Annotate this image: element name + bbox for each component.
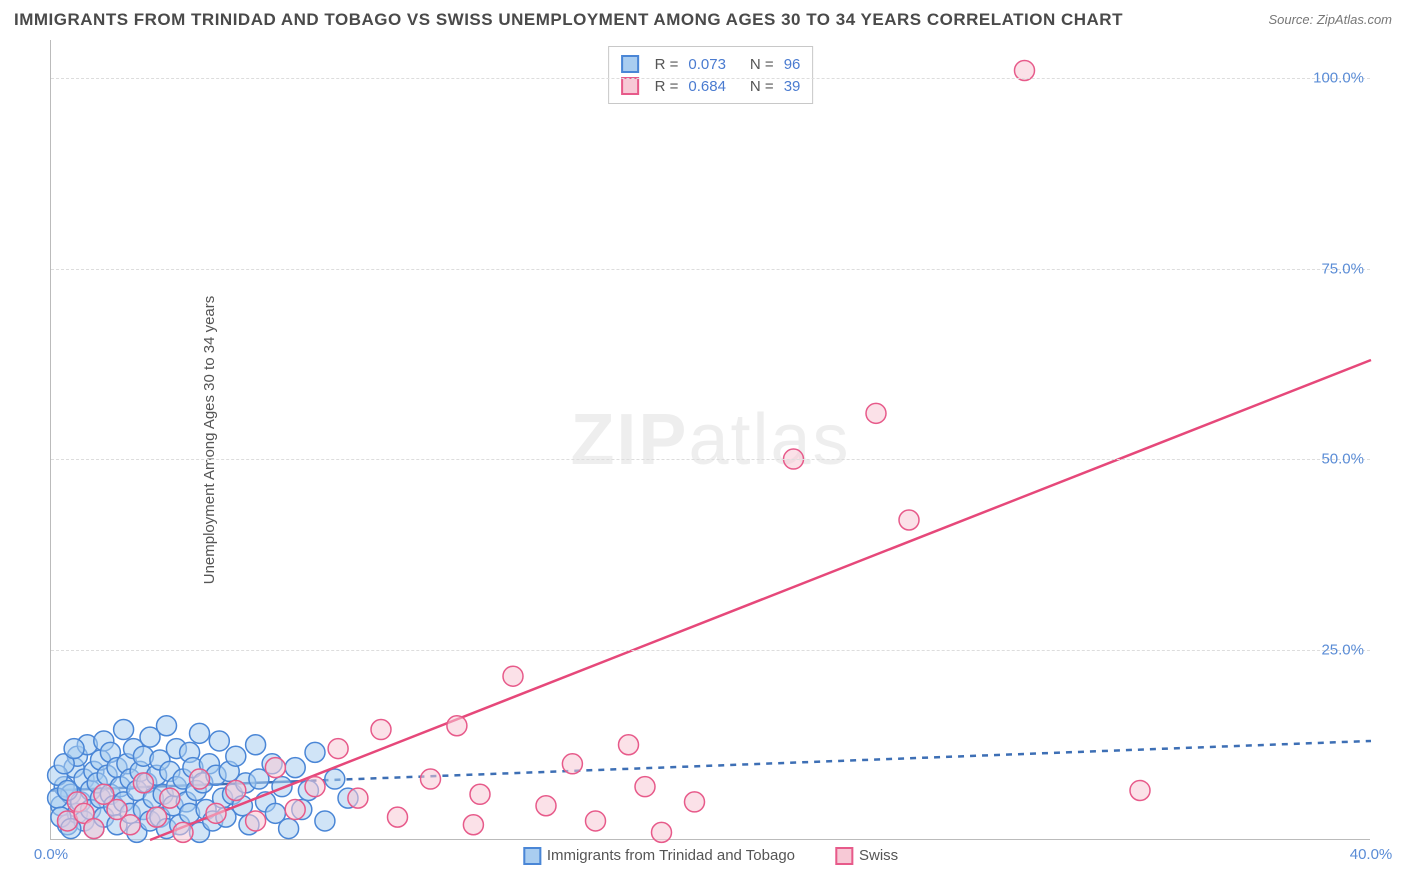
scatter-point — [315, 811, 335, 831]
scatter-point — [279, 819, 299, 839]
legend-item: Swiss — [835, 847, 898, 865]
gridline — [51, 78, 1370, 79]
correlation-legend: R = 0.073 N = 96 R = 0.684 N = 39 — [608, 46, 814, 104]
scatter-point — [190, 723, 210, 743]
scatter-point — [285, 800, 305, 820]
series-legend: Immigrants from Trinidad and Tobago Swiss — [523, 847, 898, 865]
scatter-point — [305, 777, 325, 797]
x-tick-label: 0.0% — [34, 846, 68, 863]
scatter-point — [866, 403, 886, 423]
legend-item: Immigrants from Trinidad and Tobago — [523, 847, 795, 865]
legend-label: Immigrants from Trinidad and Tobago — [547, 847, 795, 864]
gridline — [51, 269, 1370, 270]
scatter-point — [147, 807, 167, 827]
legend-r-value: 0.073 — [688, 56, 726, 73]
scatter-point — [190, 769, 210, 789]
legend-r-label: R = — [655, 78, 679, 95]
source-credit: Source: ZipAtlas.com — [1268, 12, 1392, 27]
scatter-point — [899, 510, 919, 530]
scatter-point — [246, 811, 266, 831]
y-tick-label: 75.0% — [1321, 260, 1364, 277]
scatter-point — [84, 819, 104, 839]
scatter-point — [226, 746, 246, 766]
scatter-point — [1130, 780, 1150, 800]
plot-area: Unemployment Among Ages 30 to 34 years Z… — [50, 40, 1370, 840]
scatter-point — [265, 758, 285, 778]
scatter-point — [157, 716, 177, 736]
scatter-point — [206, 803, 226, 823]
legend-n-label: N = — [750, 56, 774, 73]
legend-swatch — [621, 77, 639, 95]
gridline — [51, 459, 1370, 460]
y-tick-label: 50.0% — [1321, 451, 1364, 468]
scatter-point — [447, 716, 467, 736]
legend-top-row: R = 0.073 N = 96 — [621, 53, 801, 75]
legend-swatch — [621, 55, 639, 73]
scatter-point — [160, 788, 180, 808]
legend-n-label: N = — [750, 78, 774, 95]
trend-line — [150, 360, 1371, 840]
scatter-point — [388, 807, 408, 827]
legend-n-value: 39 — [784, 78, 801, 95]
scatter-point — [586, 811, 606, 831]
legend-swatch — [523, 847, 541, 865]
legend-swatch — [835, 847, 853, 865]
scatter-point — [463, 815, 483, 835]
scatter-point — [133, 773, 153, 793]
scatter-point — [120, 815, 140, 835]
scatter-point — [470, 784, 490, 804]
scatter-point — [619, 735, 639, 755]
legend-n-value: 96 — [784, 56, 801, 73]
legend-r-label: R = — [655, 56, 679, 73]
scatter-point — [246, 735, 266, 755]
scatter-point — [371, 720, 391, 740]
scatter-point — [635, 777, 655, 797]
scatter-point — [348, 788, 368, 808]
scatter-point — [305, 742, 325, 762]
scatter-point — [328, 739, 348, 759]
x-tick-label: 40.0% — [1350, 846, 1393, 863]
scatter-point — [114, 720, 134, 740]
scatter-point — [562, 754, 582, 774]
scatter-point — [226, 780, 246, 800]
scatter-point — [209, 731, 229, 751]
legend-label: Swiss — [859, 847, 898, 864]
scatter-point — [325, 769, 345, 789]
scatter-chart-svg — [51, 40, 1370, 839]
scatter-point — [173, 822, 193, 842]
y-tick-label: 100.0% — [1313, 70, 1364, 87]
scatter-point — [64, 739, 84, 759]
scatter-point — [652, 822, 672, 842]
legend-r-value: 0.684 — [688, 78, 726, 95]
chart-title: IMMIGRANTS FROM TRINIDAD AND TOBAGO VS S… — [14, 10, 1123, 30]
scatter-point — [536, 796, 556, 816]
scatter-point — [285, 758, 305, 778]
scatter-point — [503, 666, 523, 686]
scatter-point — [421, 769, 441, 789]
scatter-point — [685, 792, 705, 812]
gridline — [51, 650, 1370, 651]
trend-line-dash — [299, 741, 1372, 781]
y-tick-label: 25.0% — [1321, 641, 1364, 658]
